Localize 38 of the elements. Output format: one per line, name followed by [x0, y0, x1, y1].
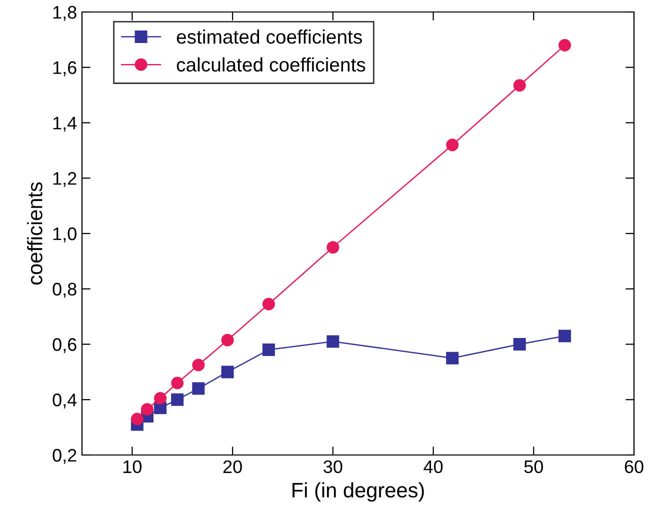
- y-tick-label: 0,6: [52, 338, 76, 354]
- x-tick-label: 20: [223, 460, 242, 474]
- point: [262, 298, 275, 310]
- point: [140, 403, 154, 416]
- y-tick-label: 1,0: [53, 227, 76, 242]
- y-tick-label: 0,4: [52, 394, 77, 408]
- point: [192, 358, 205, 372]
- x-tick-label: 10: [124, 460, 142, 474]
- x-axis-title: Fi (in degrees): [292, 482, 424, 502]
- y-axis-title: coefficients: [27, 182, 42, 285]
- point: [558, 330, 571, 342]
- point: [558, 38, 571, 52]
- point: [221, 366, 234, 378]
- point: [326, 335, 340, 348]
- point: [171, 376, 184, 390]
- x-tick-label: 60: [624, 460, 644, 474]
- point: [446, 352, 459, 364]
- y-tick-label: 1,2: [53, 172, 76, 187]
- x-tick-label: 40: [424, 460, 443, 474]
- y-tick-label: 1,4: [53, 116, 77, 132]
- point: [446, 138, 459, 152]
- point: [326, 241, 340, 254]
- point: [513, 338, 526, 350]
- x-tick-label: 30: [324, 460, 342, 474]
- y-tick-label: 1,8: [53, 6, 76, 21]
- y-tick-label: 0,2: [52, 448, 76, 464]
- y-tick-label: 1,6: [53, 61, 76, 76]
- point: [192, 382, 205, 395]
- point: [130, 412, 144, 426]
- legend-label: calculated coefficients: [176, 57, 366, 72]
- legend-label: estimated coefficients: [176, 30, 362, 44]
- point: [154, 392, 167, 404]
- point: [221, 334, 234, 346]
- point: [262, 344, 275, 356]
- point: [513, 79, 526, 92]
- point: [171, 393, 184, 406]
- x-tick-label: 50: [524, 460, 543, 474]
- y-tick-label: 0,8: [52, 282, 76, 298]
